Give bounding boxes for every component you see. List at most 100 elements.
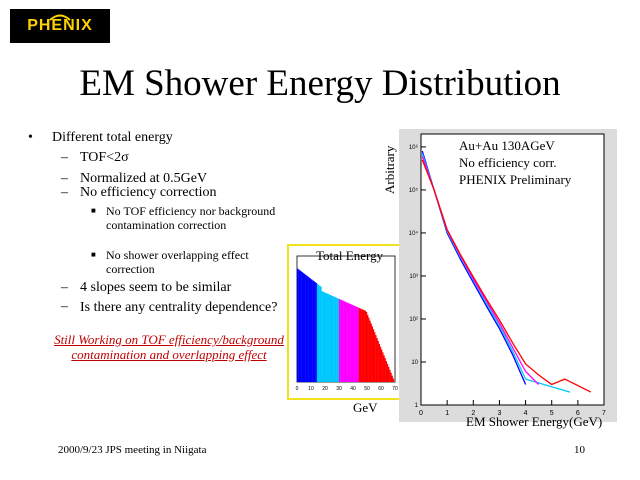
footer-text: 2000/9/23 JPS meeting in Niigata	[58, 444, 207, 456]
inset-bar	[375, 335, 377, 382]
inset-bar	[315, 283, 318, 382]
inset-bar	[376, 338, 378, 382]
inset-bar	[343, 301, 346, 382]
inset-bar	[330, 295, 333, 382]
inset-bar	[307, 276, 309, 382]
inset-bar	[318, 284, 320, 382]
page-number: 10	[574, 444, 585, 456]
inset-bar	[302, 273, 305, 382]
inset-bar	[332, 296, 334, 382]
inset-bar	[313, 281, 315, 382]
inset-bar	[358, 308, 361, 382]
inset-xlabel: GeV	[353, 400, 378, 415]
inset-bar	[369, 320, 371, 382]
inset-bar	[354, 305, 356, 382]
inset-bar	[312, 280, 314, 382]
inset-bar	[344, 301, 347, 382]
dash-1: –	[61, 150, 68, 165]
inset-bar	[350, 304, 353, 382]
inset-bar	[304, 274, 306, 382]
inset-bar	[300, 271, 302, 382]
inset-tick-label: 50	[364, 386, 370, 392]
inset-bar	[297, 268, 299, 382]
inset-bar	[392, 378, 395, 382]
dash-2: –	[61, 171, 68, 186]
x-tick-label: 2	[471, 410, 475, 417]
inset-tick-label: 0	[296, 386, 299, 392]
x-tick-label: 6	[576, 410, 580, 417]
inset-bar	[364, 310, 367, 382]
inset-bar	[321, 291, 323, 382]
inset-bar	[319, 285, 321, 382]
inset-bar	[372, 329, 375, 382]
item-4: 4 slopes seem to be similar	[80, 280, 232, 295]
inset-bar	[393, 381, 396, 382]
x-tick-label: 5	[550, 410, 554, 417]
inset-bar	[367, 314, 369, 382]
inset-bar	[363, 310, 365, 382]
inset-bar	[351, 304, 354, 382]
dash-4: –	[61, 280, 68, 295]
phenix-logo: PHENIX	[10, 9, 110, 43]
plot-frame	[420, 133, 605, 406]
slide-title: EM Shower Energy Distribution	[79, 63, 561, 104]
status-note: Still Working on TOF efficiency/backgrou…	[54, 332, 284, 362]
inset-bar	[370, 323, 372, 382]
inset-bar	[326, 293, 328, 382]
inset-bar	[299, 270, 301, 382]
inset-tick-label: 60	[378, 386, 384, 392]
inset-bar	[386, 363, 389, 382]
item-3: No efficiency correction	[80, 185, 217, 200]
inset-bar	[383, 355, 385, 382]
inset-bar	[384, 358, 386, 382]
inset-bar	[316, 283, 319, 382]
inset-bar	[323, 292, 326, 382]
x-tick-label: 7	[602, 410, 606, 417]
inset-bar	[390, 372, 392, 382]
y-axis-label: Arbitrary	[382, 145, 397, 194]
x-axis-label: EM Shower Energy(GeV)	[466, 414, 603, 429]
inset-tick-label: 30	[336, 386, 342, 392]
inset-tick-label: 40	[350, 386, 356, 392]
inset-bar	[328, 294, 330, 382]
inset-bar	[327, 293, 329, 382]
subitem-1: No TOF efficiency nor background contami…	[106, 204, 276, 232]
y-tick-label: 10⁶	[409, 144, 419, 151]
inset-bar	[356, 307, 358, 382]
dash-5: –	[61, 299, 68, 314]
bullet-dot: •	[28, 130, 33, 145]
item-5: Is there any centrality dependence?	[80, 300, 278, 315]
y-tick-label: 1	[415, 403, 419, 409]
inset-bar	[337, 298, 340, 382]
inset-bar	[329, 294, 332, 382]
inset-histogram: 0 10 20 30 40 50 60 70	[296, 255, 398, 392]
inset-bar	[306, 275, 308, 382]
inset-bar	[357, 307, 360, 382]
inset-bar	[377, 340, 379, 382]
y-tick-label: 10	[411, 360, 418, 366]
x-tick-label: 1	[445, 410, 449, 417]
inset-bar	[385, 361, 388, 382]
legend-line-3: PHENIX Preliminary	[459, 172, 572, 187]
subitem-2: No shower overlapping effect correction	[106, 248, 249, 276]
inset-bar	[371, 326, 374, 382]
inset-bar	[311, 279, 313, 382]
item-2: Normalized at 0.5GeV	[80, 171, 208, 186]
inset-bar	[365, 312, 368, 382]
sub-bullet-1: ■	[91, 206, 96, 215]
inset-bar	[333, 296, 335, 382]
inset-bar	[325, 292, 327, 382]
dash-3: –	[61, 185, 68, 200]
inset-bar	[346, 302, 348, 382]
inset-bar	[360, 308, 362, 382]
inset-bar	[349, 303, 351, 382]
inset-bar	[379, 346, 382, 382]
item-1: TOF<2σ	[80, 150, 129, 165]
inset-bar	[391, 375, 393, 382]
inset-bar	[309, 278, 312, 382]
total-energy-inset: 0 10 20 30 40 50 60 70	[287, 244, 403, 400]
inset-bar	[301, 272, 304, 382]
inset-bar	[298, 269, 300, 382]
inset-bar	[314, 282, 316, 382]
